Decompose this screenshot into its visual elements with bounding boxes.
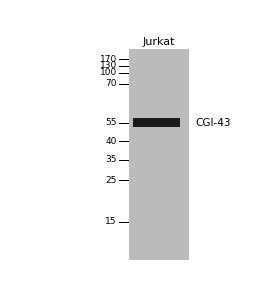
Text: 40: 40	[105, 136, 117, 146]
Text: Jurkat: Jurkat	[142, 37, 175, 47]
Text: 100: 100	[100, 68, 117, 77]
Text: 25: 25	[105, 176, 117, 185]
Bar	[129, 49, 189, 260]
Text: 15: 15	[105, 218, 117, 226]
Text: 170: 170	[100, 55, 117, 64]
Text: 130: 130	[100, 61, 117, 70]
Text: 35: 35	[105, 155, 117, 164]
Text: CGI-43: CGI-43	[195, 118, 230, 128]
Bar	[133, 118, 180, 127]
Text: 55: 55	[105, 118, 117, 127]
Text: 70: 70	[105, 79, 117, 88]
